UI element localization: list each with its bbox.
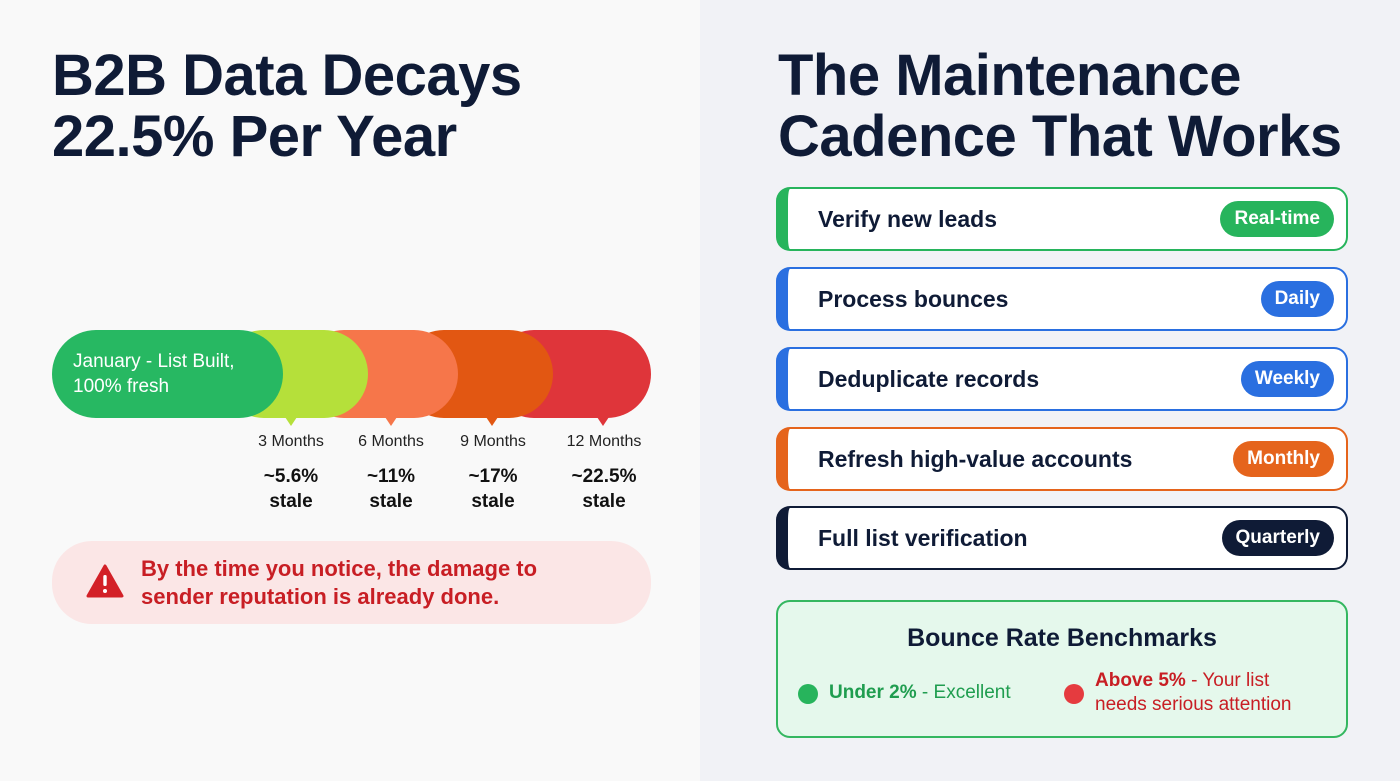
decay-panel: B2B Data Decays 22.5% Per Year January -…: [52, 45, 659, 624]
january-label: January - List Built, 100% fresh: [73, 349, 235, 399]
frequency-badge: Monthly: [1233, 441, 1334, 477]
stale-unit: stale: [369, 491, 413, 512]
stale-unit: stale: [582, 491, 626, 512]
milestone-stale: ~11% stale: [336, 464, 446, 514]
task-label: Verify new leads: [818, 205, 997, 232]
warning-alert: By the time you notice, the damage to se…: [52, 541, 651, 624]
frequency-badge: Daily: [1260, 281, 1334, 317]
stale-value: ~5.6%: [263, 466, 319, 487]
stale-value: ~22.5%: [571, 466, 637, 487]
milestone-stale: ~5.6% stale: [236, 464, 346, 514]
milestone-stale: ~22.5% stale: [549, 464, 659, 514]
stale-unit: stale: [471, 491, 515, 512]
bad-description-2: needs serious attention: [1095, 694, 1292, 715]
title-line-1: B2B Data Decays: [52, 43, 522, 108]
good-threshold: Under 2%: [829, 682, 917, 703]
decay-title: B2B Data Decays 22.5% Per Year: [52, 45, 522, 167]
alert-text: By the time you notice, the damage to se…: [141, 555, 537, 611]
alert-line-2: sender reputation is already done.: [141, 583, 500, 609]
green-dot-icon: [798, 684, 818, 704]
pill-january: [52, 330, 283, 418]
milestone-month: 3 Months: [258, 433, 324, 450]
frequency-badge: Quarterly: [1221, 520, 1334, 556]
pointer-3-months: [283, 414, 299, 426]
benchmark-good: Under 2% - Excellent: [829, 682, 1011, 704]
good-description: - Excellent: [916, 682, 1011, 703]
task-label: Full list verification: [818, 524, 1028, 551]
cadence-card-dedupe: Deduplicate records Weekly: [776, 347, 1348, 411]
task-label: Deduplicate records: [818, 365, 1040, 392]
title-line-2: Cadence That Works: [778, 104, 1342, 169]
red-dot-icon: [1064, 684, 1084, 704]
january-line-1: January - List Built,: [73, 351, 235, 372]
cadence-card-refresh: Refresh high-value accounts Monthly: [776, 427, 1348, 491]
milestone-month: 9 Months: [460, 433, 526, 450]
bad-description-1: - Your list: [1185, 670, 1270, 691]
stale-unit: stale: [269, 491, 313, 512]
frequency-badge: Real-time: [1220, 201, 1334, 237]
milestone-month: 6 Months: [358, 433, 424, 450]
warning-triangle-icon: [86, 564, 124, 598]
frequency-badge: Weekly: [1240, 361, 1334, 397]
pointer-12-months: [595, 414, 611, 426]
cadence-card-full: Full list verification Quarterly: [776, 506, 1348, 570]
bounce-benchmarks: Bounce Rate Benchmarks Under 2% - Excell…: [776, 600, 1348, 738]
task-label: Refresh high-value accounts: [818, 445, 1133, 472]
pointer-9-months: [484, 414, 500, 426]
milestone-month: 12 Months: [566, 433, 642, 450]
stale-value: ~17%: [468, 466, 518, 487]
benchmark-bad: Above 5% - Your list needs serious atten…: [1095, 669, 1291, 717]
alert-line-1: By the time you notice, the damage to: [141, 555, 538, 581]
milestone-stale: ~17% stale: [438, 464, 548, 514]
cadence-card-verify: Verify new leads Real-time: [776, 187, 1348, 251]
bad-threshold: Above 5%: [1095, 670, 1186, 691]
title-line-1: The Maintenance: [778, 43, 1242, 108]
task-label: Process bounces: [818, 285, 1009, 312]
cadence-title: The Maintenance Cadence That Works: [778, 45, 1342, 167]
stale-value: ~11%: [366, 466, 416, 487]
pointer-6-months: [383, 414, 399, 426]
cadence-card-bounces: Process bounces Daily: [776, 267, 1348, 331]
title-line-2: 22.5% Per Year: [52, 104, 457, 169]
january-line-2: 100% fresh: [73, 376, 170, 397]
benchmarks-title: Bounce Rate Benchmarks: [907, 624, 1217, 652]
